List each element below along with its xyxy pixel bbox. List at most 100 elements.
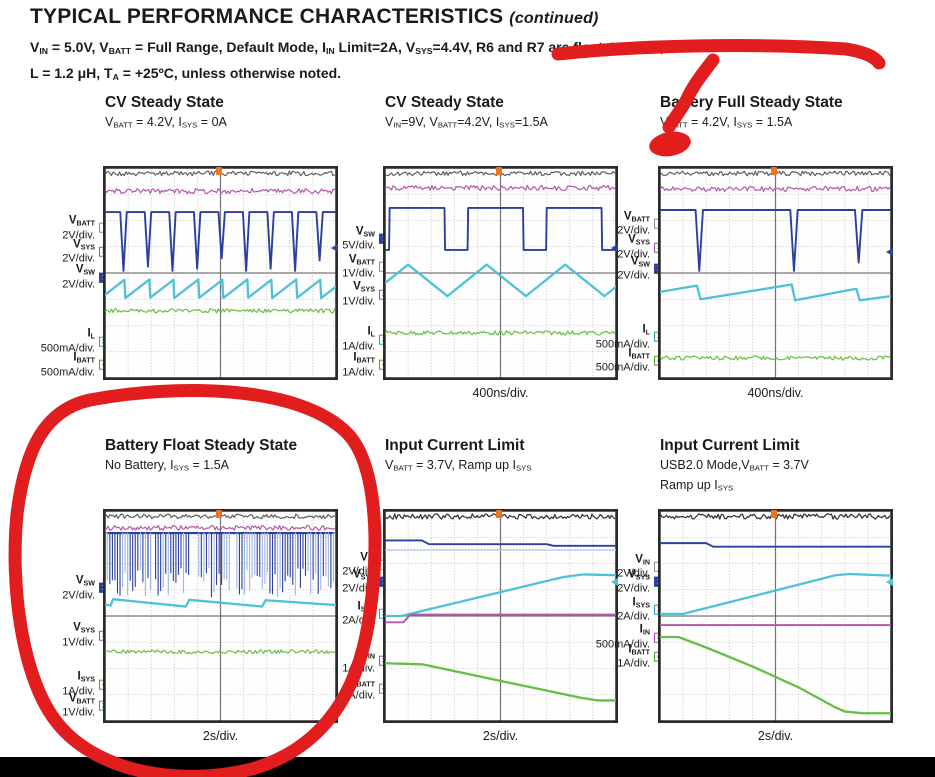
channel-name: VSYS: [73, 238, 95, 251]
channel-scale: 2V/div.: [62, 589, 95, 602]
plot-title: Input Current Limit: [385, 437, 525, 454]
bottom-black-bar: [0, 757, 935, 777]
scope-screen: [103, 509, 338, 723]
time-per-div-label: 2s/div.: [482, 729, 519, 743]
channel-scale: 2A/div.: [342, 615, 375, 628]
conditions-line-2: L = 1.2 μH, TA = +25ºC, unless otherwise…: [30, 64, 342, 82]
channel-position-arrow-icon: [611, 578, 618, 587]
plot-title: Input Current Limit: [660, 437, 800, 454]
scope-screen: [658, 166, 893, 380]
channel-name: IL: [87, 328, 95, 341]
channel-name: VSYS: [73, 621, 95, 635]
channel-name: VSYS: [628, 234, 650, 247]
channel-scale: 1V/div.: [62, 636, 95, 649]
channel-name: ISYS: [632, 596, 650, 609]
channel-name: IIN: [639, 624, 650, 637]
time-per-div-label: 2s/div.: [202, 729, 239, 743]
channel-position-arrow-icon: [886, 578, 893, 587]
scope-plot-2: CV Steady State VIN=9V, VBATT=4.2V, ISYS=…: [315, 94, 621, 408]
channel-scale: 500mA/div.: [595, 638, 650, 651]
channel-scale: 500mA/div.: [595, 338, 650, 351]
channel-name: IIN: [364, 647, 375, 661]
channel-scale: 1V/div.: [342, 267, 375, 280]
plot-subtitle: USB2.0 Mode,VBATT = 3.7V Ramp up ISYS: [660, 458, 809, 493]
channel-name: VSW: [355, 225, 375, 239]
scope-screen: [383, 509, 618, 723]
channel-scale: 1V/div.: [62, 707, 95, 720]
channel-labels: VBATT2V/div.VSYS2V/div.3VSW2V/div.1IL500…: [590, 166, 664, 380]
time-per-div-label: 400ns/div.: [472, 386, 529, 400]
channel-labels: VBATT2V/div.VSYS2V/div.3VSW2V/div.1IL500…: [35, 166, 109, 380]
page-header: TYPICAL PERFORMANCE CHARACTERISTICS (cont…: [30, 5, 920, 88]
channel-scale: 1A/div.: [342, 340, 375, 353]
page-title-text: TYPICAL PERFORMANCE CHARACTERISTICS: [30, 5, 504, 28]
channel-label: VBATT 1V/div.: [342, 253, 389, 280]
channel-name: VBATT: [68, 214, 95, 228]
trigger-marker-icon: [215, 510, 222, 518]
channel-scale: 500mA/div.: [40, 342, 95, 355]
channel-position-arrow-icon: [331, 243, 338, 252]
channel-name: VBATT: [68, 692, 95, 706]
plot-title: CV Steady State: [385, 94, 504, 111]
scope-plot-3: Battery Full Steady State VBATT = 4.2V, I…: [590, 94, 896, 408]
channel-scale: 1V/div.: [342, 295, 375, 308]
trigger-marker-icon: [215, 167, 222, 175]
plot-subtitle: VBATT = 4.2V, ISYS = 0A: [105, 115, 227, 130]
channel-scale: 2V/div.: [62, 278, 95, 291]
channel-scale: 1A/div.: [342, 690, 375, 703]
scope-plot-6: Input Current Limit USB2.0 Mode,VBATT = 3…: [590, 437, 896, 751]
channel-scale: 2V/div.: [617, 568, 650, 581]
channel-scale: 500mA/div.: [40, 366, 95, 379]
plot-subtitle: VIN=9V, VBATT=4.2V, ISYS=1.5A: [385, 115, 548, 130]
channel-name: IBATT: [628, 347, 650, 361]
channel-scale: 500mA/div.: [595, 362, 650, 375]
channel-name: VSW: [75, 574, 95, 588]
channel-name: VBATT: [348, 253, 375, 266]
channel-name: VSW: [630, 255, 650, 268]
plot-subtitle: No Battery, ISYS = 1.5A: [105, 458, 230, 473]
scope-plot-4: Battery Float Steady State No Battery, IS…: [35, 437, 341, 751]
scope-screen: [103, 166, 338, 380]
channel-labels: VSW2V/div.1VSYS1V/div.3ISYS1A/div.4VBATT…: [35, 509, 109, 723]
channel-labels: VIN2V/div.VSYS2V/div.1ISYS2A/div.2IIN1A/…: [315, 509, 389, 723]
channel-scale: 2A/div.: [617, 610, 650, 623]
trigger-marker-icon: [770, 167, 777, 175]
channel-name: IBATT: [628, 643, 650, 656]
channel-scale: 2V/div.: [617, 583, 650, 596]
channel-position-arrow-icon: [886, 248, 893, 256]
channel-scale: 1A/div.: [617, 657, 650, 670]
channel-scale: 2V/div.: [62, 229, 95, 242]
channel-scale: 2V/div.: [617, 225, 650, 238]
channel-labels: VSW5V/div.1VBATT1V/div.VSYS1V/div.3IL1A/…: [315, 166, 389, 380]
trigger-marker-icon: [770, 510, 777, 518]
plot-title: Battery Full Steady State: [660, 94, 843, 111]
channel-scale: 2V/div.: [342, 583, 375, 596]
channel-labels: VIN2V/div.VSYS2V/div.1ISYS2A/div.2IIN500…: [590, 509, 664, 723]
channel-name: ISYS: [357, 600, 375, 614]
channel-name: IBATT: [353, 351, 375, 365]
plot-subtitle: VBATT = 3.7V, Ramp up ISYS: [385, 458, 532, 473]
plot-subtitle: VBATT = 4.2V, ISYS = 1.5A: [660, 115, 793, 130]
channel-name: VSYS: [353, 281, 375, 294]
channel-position-arrow-icon: [611, 243, 618, 252]
time-per-div-label: 2s/div.: [757, 729, 794, 743]
channel-scale: 5V/div.: [342, 240, 375, 253]
channel-name: VBATT: [623, 210, 650, 224]
